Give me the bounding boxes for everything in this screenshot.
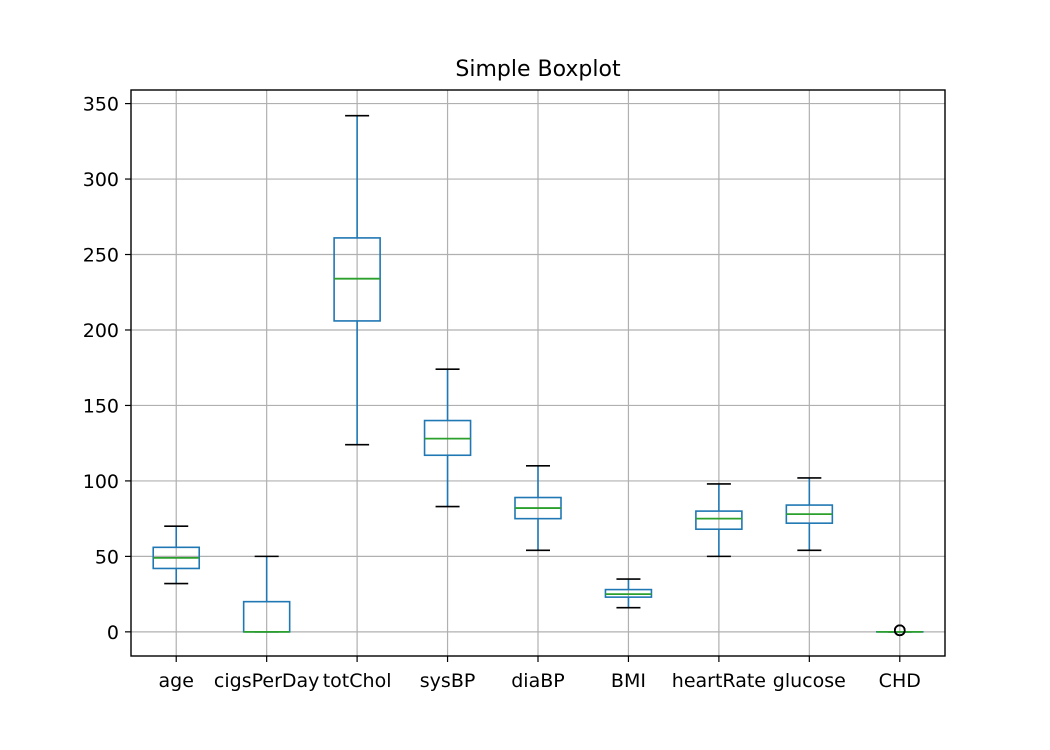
x-tick-label: totChol xyxy=(323,670,392,692)
x-tick-label: heartRate xyxy=(672,670,766,692)
y-tick-label: 200 xyxy=(83,320,119,342)
box-totChol xyxy=(333,114,381,446)
y-tick-label: 100 xyxy=(83,471,119,493)
box-cigsPerDay xyxy=(242,555,291,633)
flier-point xyxy=(893,624,906,637)
box-CHD xyxy=(875,624,924,637)
y-tick-label: 0 xyxy=(107,622,119,644)
grid-layer xyxy=(131,90,945,656)
box-diaBP xyxy=(514,465,562,552)
box-age xyxy=(152,525,201,585)
y-tick-label: 350 xyxy=(83,94,119,116)
x-tick-label: glucose xyxy=(773,670,846,692)
chart-title: Simple Boxplot xyxy=(455,57,621,82)
y-tick-label: 150 xyxy=(83,395,119,417)
x-tick-label: cigsPerDay xyxy=(214,670,319,692)
y-tick-label: 250 xyxy=(83,245,119,267)
x-tick-label: sysBP xyxy=(420,670,476,692)
x-tick-label: BMI xyxy=(611,670,646,692)
x-tick-label: diaBP xyxy=(511,670,564,692)
x-tick-label: age xyxy=(159,670,194,692)
y-tick-label: 50 xyxy=(95,546,119,568)
box-glucose xyxy=(785,477,834,552)
ticks-layer: 0 50 100 150 200 250 300 350 age cigsPerDay totCho… xyxy=(83,94,921,692)
box-heartRate xyxy=(695,483,743,558)
iqr-box xyxy=(695,510,743,531)
box-BMI xyxy=(604,578,653,609)
y-tick-label: 300 xyxy=(83,169,119,191)
boxes-layer xyxy=(152,114,924,637)
box-sysBP xyxy=(423,368,472,508)
x-tick-label: CHD xyxy=(879,670,921,692)
